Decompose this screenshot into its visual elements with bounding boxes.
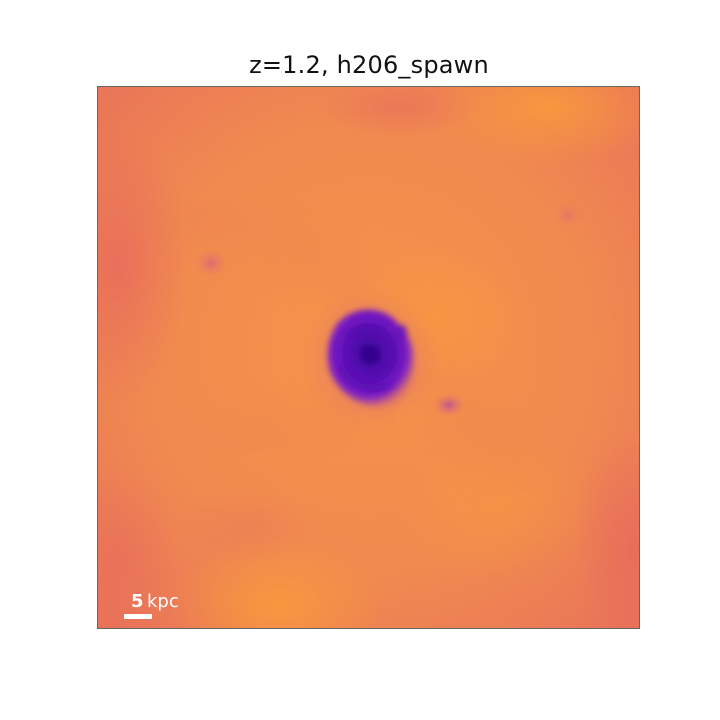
- scale-bar-unit: kpc: [147, 591, 179, 612]
- dense-gas-patch: [318, 87, 478, 137]
- scale-bar-value: 5: [131, 591, 144, 612]
- dense-gas-patch: [573, 427, 639, 628]
- warm-gas-patch: [398, 427, 598, 587]
- satellite-clump: [554, 203, 582, 227]
- scale-bar-line: [124, 614, 152, 619]
- scale-bar: 5 kpc: [124, 590, 204, 620]
- density-map-image: [98, 87, 639, 628]
- dense-gas-patch: [98, 467, 178, 628]
- warm-gas-patch: [428, 87, 639, 167]
- satellite-clump: [195, 249, 227, 277]
- density-map-panel: [97, 86, 640, 629]
- dense-gas-patch: [98, 127, 188, 407]
- dense-gas-patch: [178, 487, 318, 567]
- satellite-clump: [433, 393, 465, 417]
- figure-title: z=1.2, h206_spawn: [249, 51, 489, 79]
- galaxy-core: [360, 346, 380, 364]
